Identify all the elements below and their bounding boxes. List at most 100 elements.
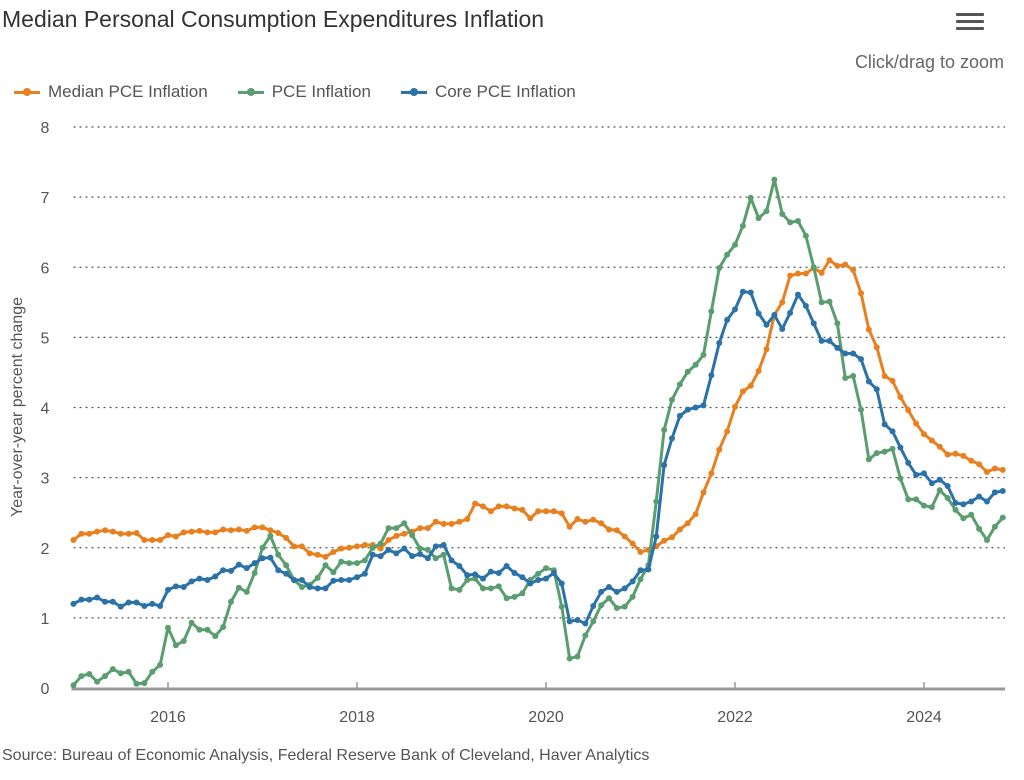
data-point (283, 570, 290, 577)
data-point (314, 574, 321, 581)
data-point (692, 361, 699, 368)
data-point (968, 457, 975, 464)
data-point (676, 381, 683, 388)
data-point (842, 375, 849, 382)
y-tick-label: 6 (41, 260, 50, 277)
data-point (661, 462, 668, 469)
data-point (259, 524, 266, 531)
data-point (495, 503, 502, 510)
legend-item-core-pce[interactable]: Core PCE Inflation (400, 82, 576, 102)
data-point (204, 529, 211, 536)
data-point (676, 412, 683, 419)
data-point (369, 551, 376, 558)
data-point (928, 504, 935, 511)
data-point (818, 337, 825, 344)
data-point (952, 506, 959, 513)
data-point (487, 585, 494, 592)
data-point (196, 626, 203, 633)
data-point (346, 560, 353, 567)
y-tick-label: 0 (41, 681, 50, 698)
data-point (802, 270, 809, 277)
legend-item-pce[interactable]: PCE Inflation (237, 82, 371, 102)
data-point (724, 316, 731, 323)
x-tick-label: 2018 (339, 709, 375, 726)
x-tick-label: 2022 (717, 709, 753, 726)
data-point (582, 518, 589, 525)
series-line (72, 178, 1004, 687)
series-lines (70, 176, 1006, 689)
data-point (960, 515, 967, 522)
data-point (574, 515, 581, 522)
data-point (275, 567, 282, 574)
data-point (401, 545, 408, 552)
data-point (361, 570, 368, 577)
data-point (94, 678, 101, 685)
data-point (787, 309, 794, 316)
data-point (881, 448, 888, 455)
data-point (149, 600, 156, 607)
data-point (795, 270, 801, 277)
y-tick-label: 8 (41, 120, 50, 137)
data-point (629, 540, 636, 547)
data-point (535, 508, 542, 515)
data-point (590, 516, 597, 523)
data-point (338, 545, 345, 552)
data-point (511, 505, 518, 512)
data-point (480, 575, 486, 582)
data-point (606, 526, 612, 533)
data-point (543, 575, 549, 582)
data-point (228, 567, 234, 574)
data-point (732, 403, 738, 410)
data-point (858, 290, 864, 297)
data-point (102, 673, 108, 680)
data-point (574, 616, 581, 623)
legend-item-median-pce[interactable]: Median PCE Inflation (14, 82, 208, 102)
data-point (330, 548, 337, 555)
data-point (637, 567, 644, 574)
data-point (346, 544, 353, 551)
data-point (700, 351, 707, 358)
data-point (393, 550, 400, 557)
data-point (283, 562, 290, 569)
data-point (984, 469, 990, 476)
data-point (905, 459, 912, 466)
data-point (243, 565, 250, 572)
data-point (251, 569, 258, 576)
data-point (298, 584, 305, 591)
data-point (377, 553, 384, 560)
data-point (653, 533, 660, 540)
data-point (149, 668, 156, 675)
data-point (566, 618, 573, 625)
data-point (826, 337, 833, 344)
data-point (818, 269, 825, 276)
data-point (275, 551, 282, 558)
data-point (976, 525, 983, 532)
data-point (739, 388, 746, 395)
data-point (637, 576, 644, 583)
data-point (850, 267, 857, 274)
data-point (180, 638, 187, 645)
data-point (102, 527, 108, 534)
data-point (708, 372, 715, 379)
data-point (125, 530, 132, 537)
data-point (810, 320, 817, 327)
y-tick-label: 2 (41, 541, 50, 558)
data-point (747, 194, 754, 201)
data-point (897, 475, 904, 482)
data-point (472, 575, 479, 582)
hamburger-menu-icon[interactable] (956, 10, 984, 32)
data-point (645, 566, 652, 573)
data-point (692, 404, 699, 411)
data-point (960, 452, 967, 459)
data-point (480, 585, 486, 592)
data-point (527, 515, 534, 522)
data-point (865, 326, 872, 333)
data-point (944, 451, 951, 458)
data-point (708, 470, 715, 477)
x-tick-label: 2024 (906, 709, 942, 726)
data-point (212, 529, 219, 536)
data-point (220, 526, 227, 533)
data-point (385, 525, 392, 532)
series-median-pce-inflation (70, 257, 1006, 560)
